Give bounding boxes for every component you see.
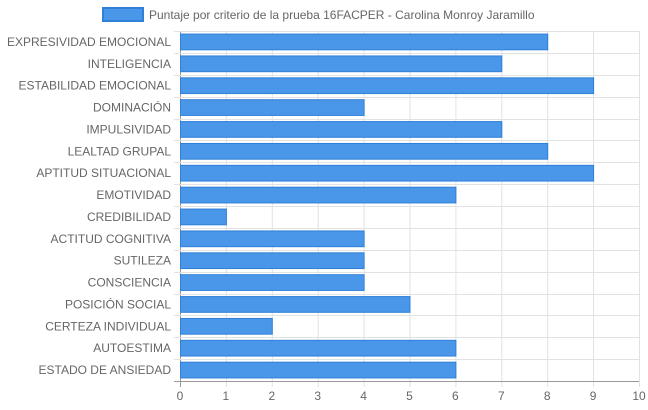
x-tick-label: 7 (498, 389, 505, 403)
bar[interactable] (180, 121, 503, 138)
x-tick-label: 3 (314, 389, 321, 403)
x-tick-label: 10 (632, 389, 646, 403)
bar[interactable] (180, 252, 365, 270)
x-tick-label: 9 (590, 389, 597, 403)
bar[interactable] (180, 142, 549, 160)
x-tick-label: 0 (177, 389, 184, 403)
category-label: POSICIÓN SOCIAL (65, 296, 171, 311)
category-label: CREDIBILIDAD (87, 210, 171, 224)
bar[interactable] (180, 317, 273, 335)
category-label: DOMINACIÓN (93, 100, 171, 115)
category-label: ESTADO DE ANSIEDAD (39, 363, 172, 377)
category-label: CONSCIENCIA (88, 276, 171, 290)
bar[interactable] (180, 186, 457, 204)
category-label: AUTOESTIMA (93, 341, 171, 355)
bar[interactable] (180, 164, 595, 182)
category-label: SUTILEZA (114, 254, 171, 268)
bar[interactable] (180, 339, 457, 357)
x-tick-label: 5 (406, 389, 413, 403)
bar[interactable] (180, 296, 411, 313)
bar[interactable] (180, 55, 503, 73)
category-label: IMPULSIVIDAD (86, 122, 171, 136)
category-label: CERTEZA INDIVIDUAL (45, 319, 171, 333)
bars (180, 33, 595, 379)
bar[interactable] (180, 99, 365, 116)
x-axis-labels: 0 1 2 3 4 5 6 7 8 9 10 (177, 389, 646, 403)
bar[interactable] (180, 230, 365, 248)
x-tick-label: 4 (360, 389, 367, 403)
x-tick-label: 1 (223, 389, 230, 403)
y-axis-labels: EXPRESIVIDAD EMOCIONAL INTELIGENCIA ESTABI… (7, 35, 171, 377)
category-label: APTITUD SITUACIONAL (36, 166, 171, 180)
legend-label: Puntaje por criterio de la prueba 16FACP… (149, 8, 535, 22)
bar[interactable] (180, 361, 457, 379)
category-label: EXPRESIVIDAD EMOCIONAL (7, 35, 171, 49)
category-label: ACTITUD COGNITIVA (51, 232, 171, 246)
category-label: LEALTAD GRUPAL (68, 144, 172, 158)
x-tick-label: 6 (452, 389, 459, 403)
legend[interactable]: Puntaje por criterio de la prueba 16FACP… (102, 7, 535, 22)
category-label: EMOTIVIDAD (96, 188, 171, 202)
legend-swatch (102, 7, 144, 22)
bar[interactable] (180, 33, 549, 51)
x-tick-label: 8 (544, 389, 551, 403)
x-tick-label: 2 (268, 389, 275, 403)
bar[interactable] (180, 77, 595, 95)
bar[interactable] (180, 208, 227, 226)
bar[interactable] (180, 274, 365, 291)
category-label: INTELIGENCIA (88, 57, 171, 71)
category-label: ESTABILIDAD EMOCIONAL (19, 79, 172, 93)
